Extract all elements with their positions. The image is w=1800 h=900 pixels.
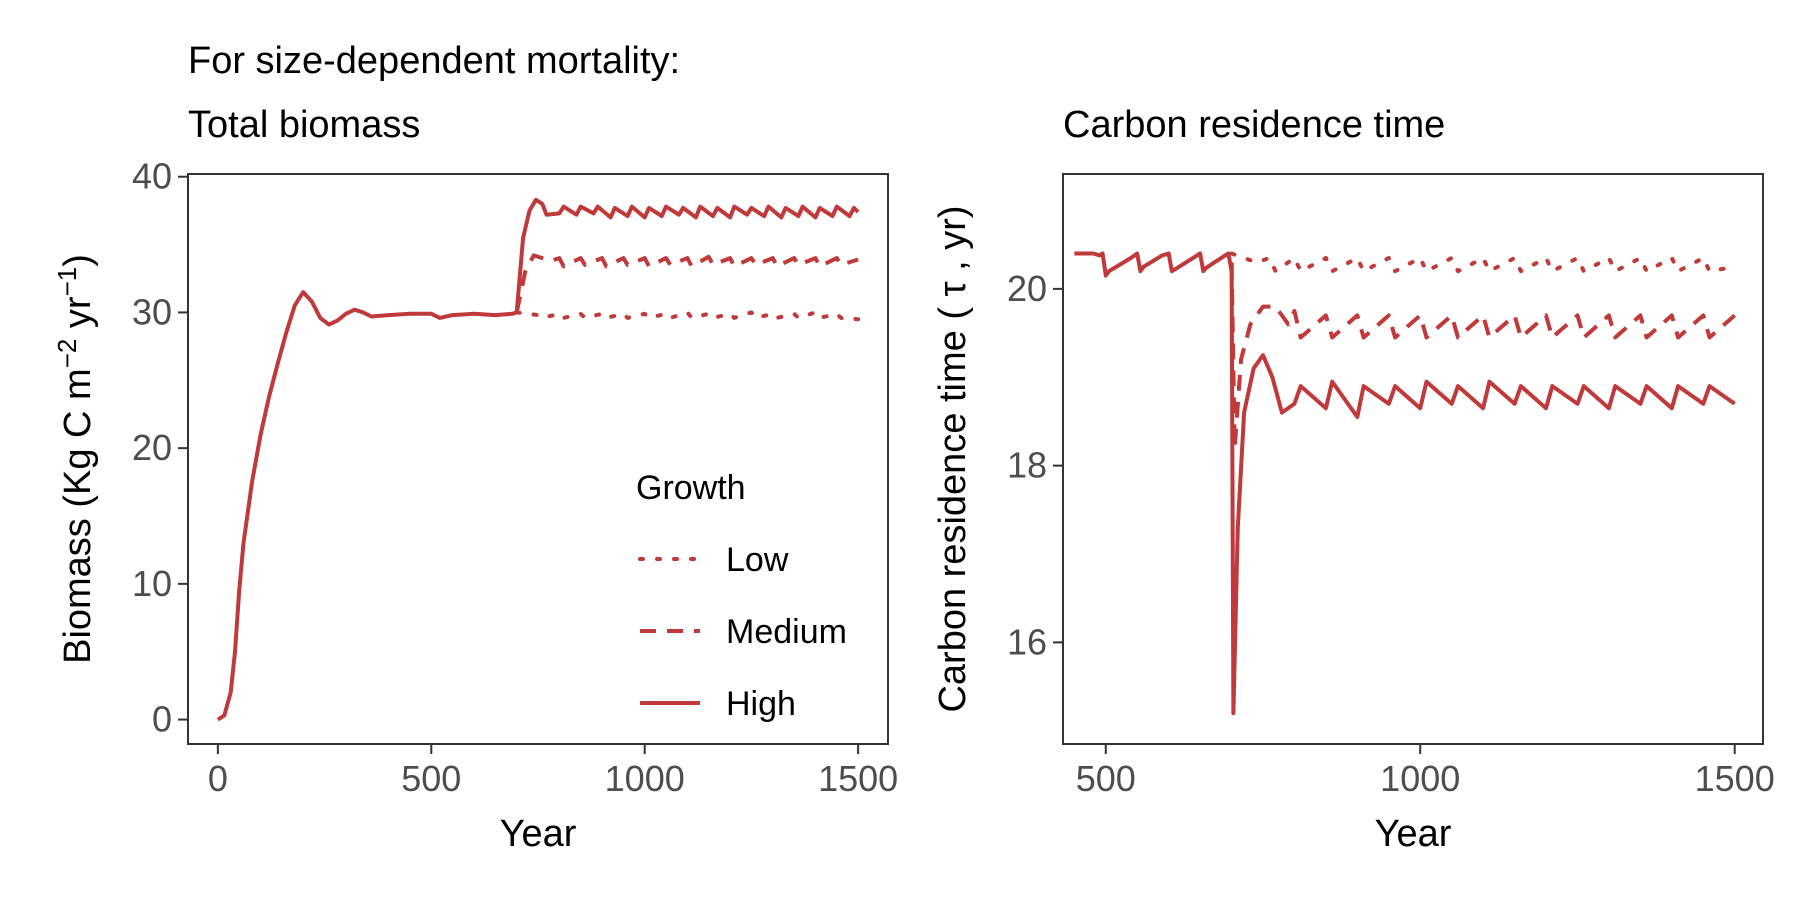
series-line-shared (216, 290, 518, 722)
x-axis-title-biomass: Year (500, 813, 577, 855)
y-axis-title-biomass: Biomass (Kg C m−2 yr−1) (52, 254, 99, 664)
panel-carbon-residence-time: Carbon residence time 500 1000 1500 16 18 20… (932, 104, 1775, 855)
x-tick-label: 1000 (605, 758, 685, 799)
y-tick-label: 16 (1007, 621, 1047, 662)
y-tick-label: 10 (132, 563, 172, 604)
series-line-high (514, 197, 860, 313)
series-line-medium (1229, 262, 1737, 450)
legend-background (625, 458, 870, 743)
x-tick-label: 500 (1076, 758, 1136, 799)
legend-label-high: High (726, 685, 796, 723)
x-ticks-residence: 500 1000 1500 (1076, 744, 1775, 799)
y-ticks-residence: 16 18 20 (1007, 268, 1063, 662)
series-line-shared (1074, 251, 1234, 278)
x-tick-label: 0 (208, 758, 228, 799)
x-ticks-biomass: 0 500 1000 1500 (208, 744, 898, 799)
figure-header: For size-dependent mortality: (188, 40, 680, 82)
y-ticks-biomass: 0 10 20 30 40 (132, 156, 188, 740)
legend-title: Growth (636, 469, 746, 507)
panel-title-carbon-residence-time: Carbon residence time (1063, 104, 1445, 146)
y-tick-label: 18 (1007, 445, 1047, 486)
plot-frame-biomass (187, 173, 889, 745)
y-tick-label: 20 (1007, 268, 1047, 309)
series-line-low (514, 310, 861, 322)
x-tick-label: 500 (401, 758, 461, 799)
series-line-high (1229, 262, 1736, 716)
series-lines-biomass (216, 197, 861, 722)
y-tick-label: 40 (132, 156, 172, 197)
plot-frame-residence (1062, 173, 1764, 745)
legend: Growth Low Medium High (625, 458, 870, 743)
x-tick-label: 1500 (818, 758, 898, 799)
panel-title-total-biomass: Total biomass (188, 104, 420, 146)
x-tick-label: 1000 (1380, 758, 1460, 799)
series-line-medium (514, 253, 859, 313)
series-lines-residence (1074, 251, 1737, 716)
panel-total-biomass: Total biomass 0 500 1000 1500 0 10 20 30 40 Yea… (52, 104, 898, 855)
x-tick-label: 1500 (1695, 758, 1775, 799)
series-line-low (1229, 251, 1737, 274)
y-tick-label: 30 (132, 291, 172, 332)
legend-keys (638, 557, 702, 705)
legend-label-medium: Medium (726, 613, 847, 651)
legend-label-low: Low (726, 541, 789, 579)
y-axis-title-residence: Carbon residence time ( τ , yr) (932, 205, 974, 712)
x-axis-title-residence: Year (1375, 813, 1452, 855)
y-tick-label: 20 (132, 427, 172, 468)
y-tick-label: 0 (152, 699, 172, 740)
